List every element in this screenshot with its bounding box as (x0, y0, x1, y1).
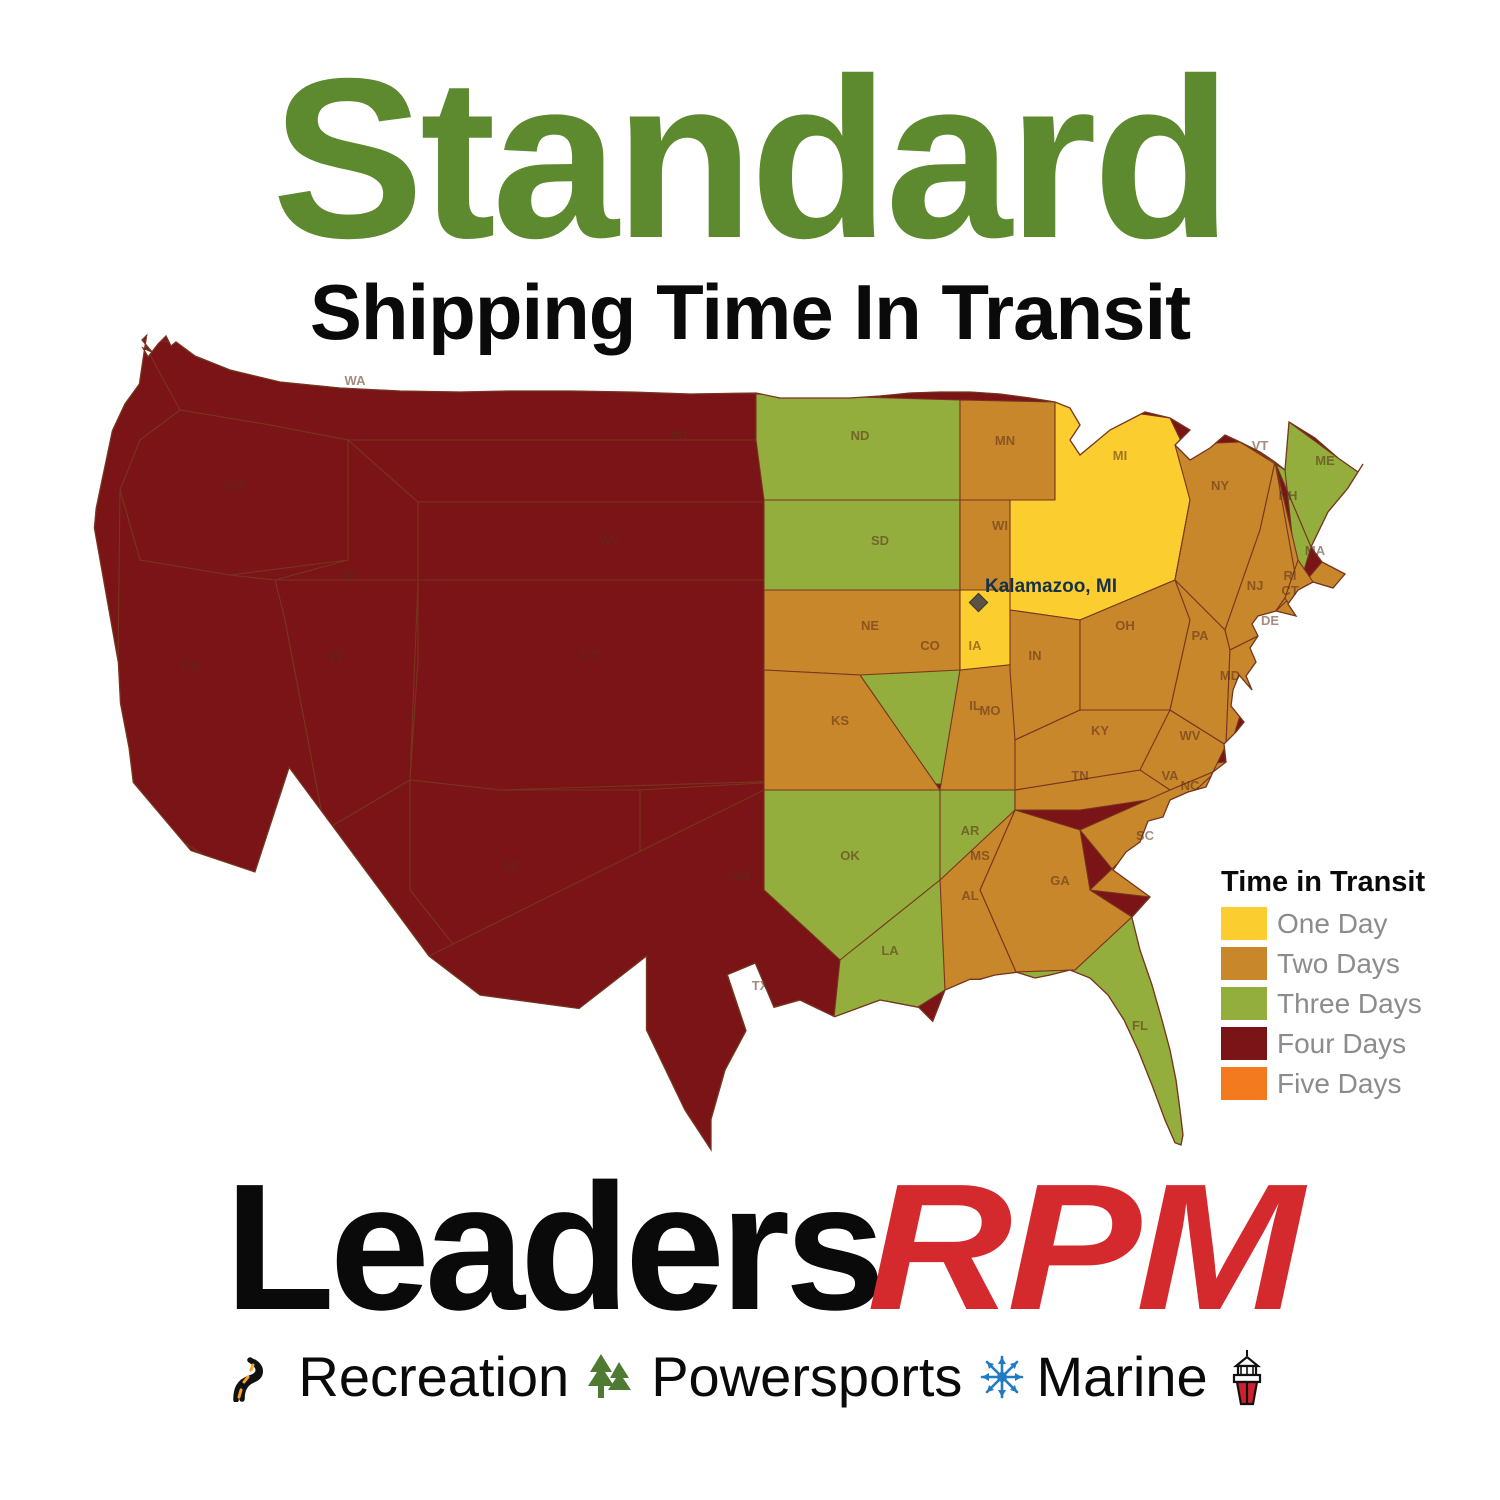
svg-text:MO: MO (980, 703, 1001, 718)
svg-text:CO: CO (920, 638, 940, 653)
svg-text:MA: MA (1305, 543, 1326, 558)
svg-text:GA: GA (1050, 873, 1070, 888)
svg-text:WV: WV (1180, 728, 1201, 743)
svg-text:FL: FL (1132, 1018, 1148, 1033)
svg-text:OK: OK (840, 848, 860, 863)
svg-text:WA: WA (345, 373, 367, 388)
svg-text:OR: OR (225, 478, 245, 493)
svg-text:MD: MD (1220, 668, 1240, 683)
svg-text:SC: SC (1136, 828, 1155, 843)
svg-text:NH: NH (1279, 488, 1298, 503)
svg-text:IL: IL (969, 698, 981, 713)
svg-text:OH: OH (1115, 618, 1135, 633)
svg-text:NV: NV (326, 648, 344, 663)
svg-text:WI: WI (992, 518, 1008, 533)
svg-text:MN: MN (995, 433, 1015, 448)
svg-text:ND: ND (851, 428, 870, 443)
svg-text:CA: CA (181, 658, 200, 673)
svg-text:DE: DE (1261, 613, 1279, 628)
svg-text:VA: VA (1161, 768, 1179, 783)
svg-text:NE: NE (861, 618, 879, 633)
svg-text:LA: LA (881, 943, 899, 958)
svg-text:KS: KS (831, 713, 849, 728)
svg-text:AZ: AZ (501, 858, 518, 873)
svg-text:AL: AL (961, 888, 978, 903)
svg-text:PA: PA (1191, 628, 1209, 643)
svg-text:VT: VT (1252, 438, 1269, 453)
svg-text:UT: UT (581, 648, 598, 663)
svg-text:Kalamazoo, MI: Kalamazoo, MI (985, 576, 1117, 597)
svg-text:MT: MT (671, 428, 690, 443)
svg-text:KY: KY (1091, 723, 1109, 738)
svg-text:NY: NY (1211, 478, 1229, 493)
svg-text:NJ: NJ (1247, 578, 1264, 593)
svg-text:MS: MS (970, 848, 990, 863)
svg-text:TN: TN (1071, 768, 1088, 783)
svg-text:TX: TX (752, 978, 769, 993)
svg-text:RI: RI (1284, 568, 1297, 583)
svg-text:WY: WY (600, 533, 621, 548)
svg-text:MI: MI (1113, 448, 1127, 463)
svg-text:AR: AR (961, 823, 980, 838)
svg-text:SD: SD (871, 533, 889, 548)
svg-text:CT: CT (1281, 583, 1298, 598)
svg-text:ID: ID (344, 568, 357, 583)
svg-text:ME: ME (1315, 453, 1335, 468)
svg-text:IN: IN (1029, 648, 1042, 663)
svg-text:NC: NC (1181, 778, 1200, 793)
svg-text:IA: IA (969, 638, 983, 653)
svg-text:NM: NM (730, 868, 750, 883)
